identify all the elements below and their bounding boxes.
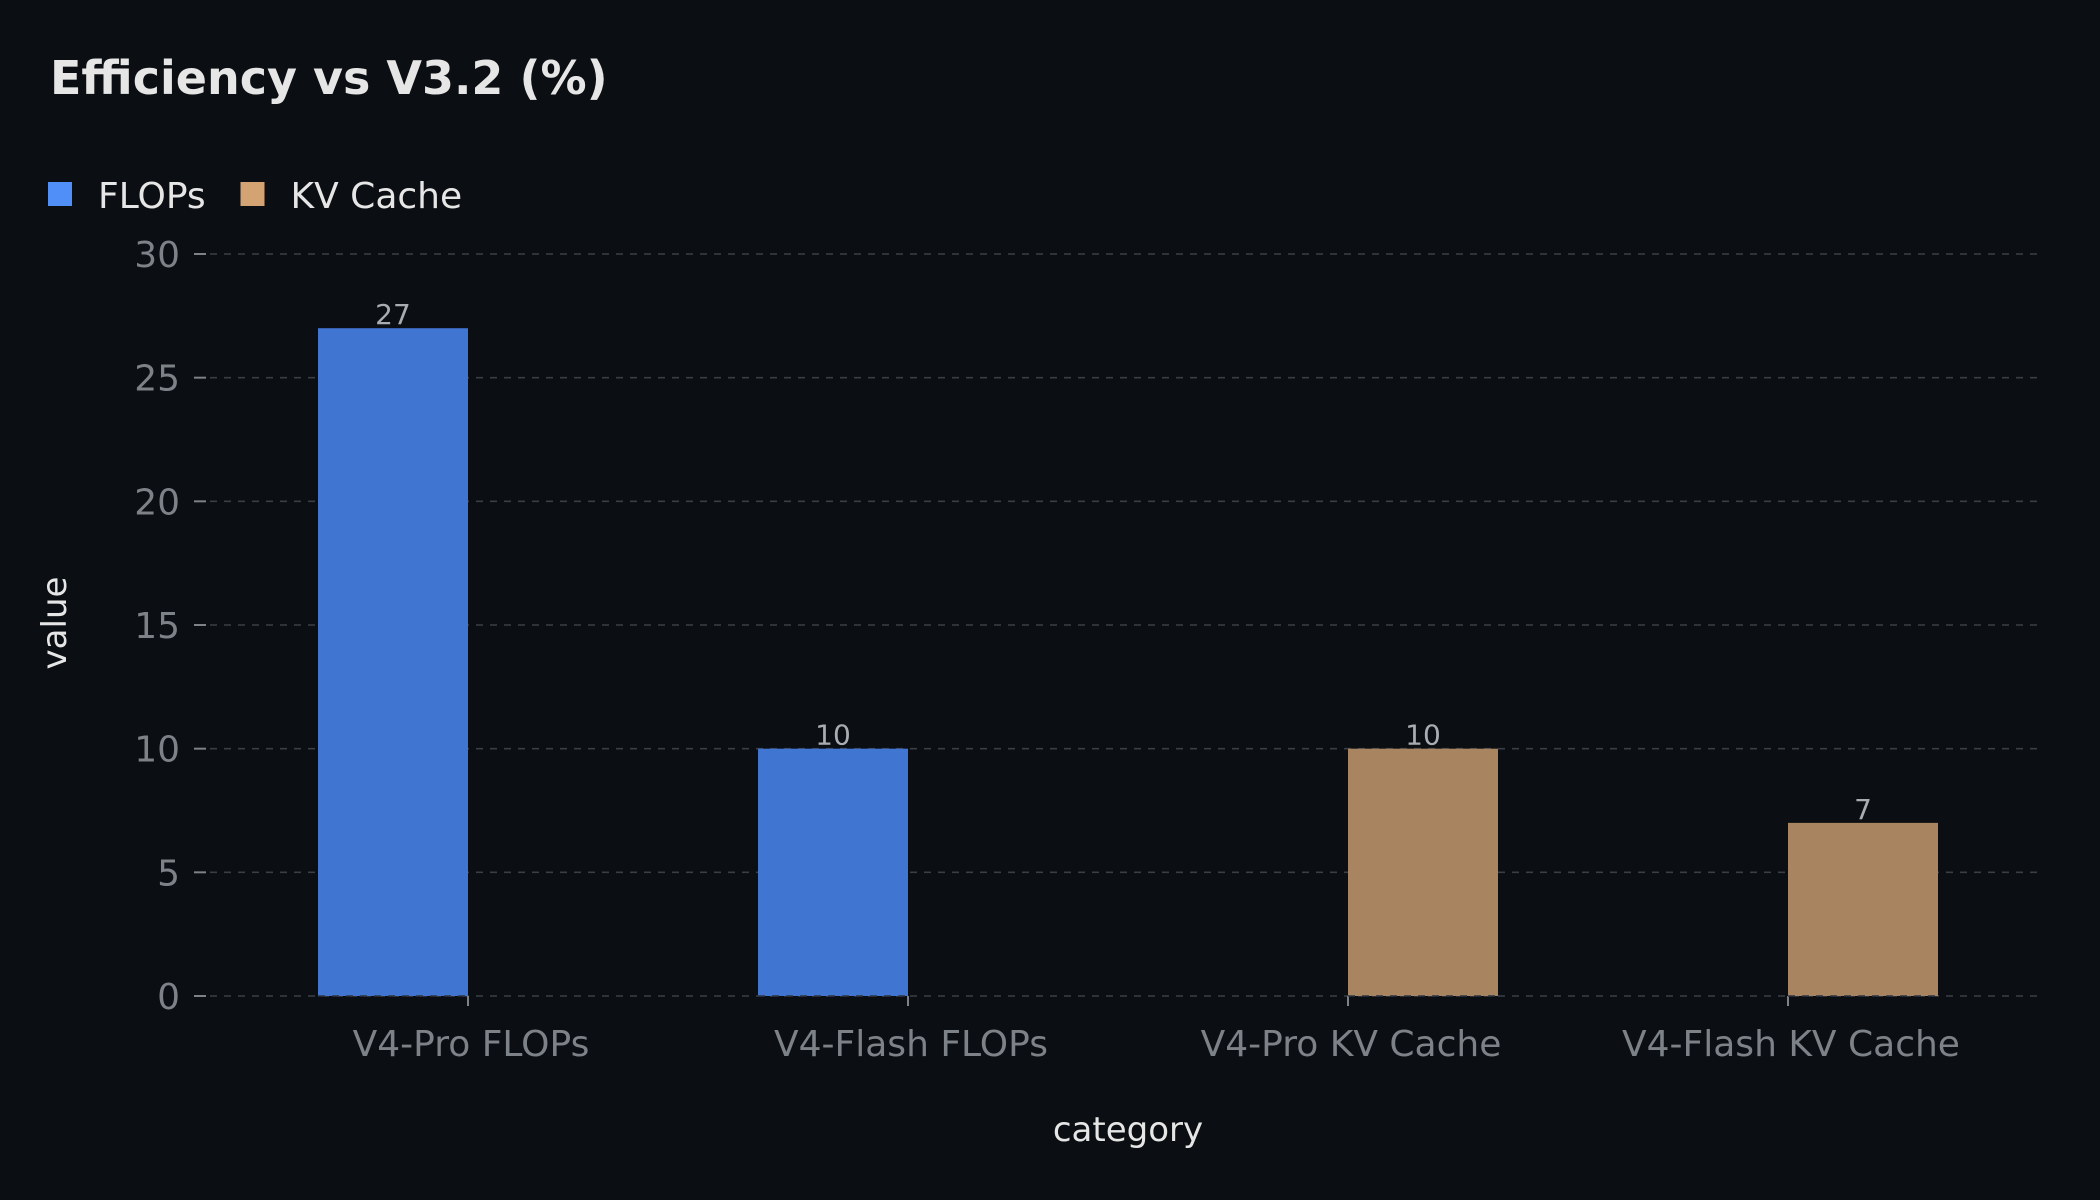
y-tick-label-6: 30 — [134, 235, 180, 276]
data-label-1-3: 7 — [1854, 793, 1872, 826]
bar-kv-cache-2 — [1348, 748, 1498, 996]
x-axis: V4-Pro FLOPs V4-Flash FLOPs V4-Pro KV Cach… — [353, 996, 1960, 1065]
legend-label-1: KV Cache — [291, 176, 463, 217]
bars — [318, 328, 1938, 997]
legend-swatch-1 — [240, 182, 265, 206]
y-axis-title: value — [35, 577, 75, 670]
data-label-0-0: 27 — [375, 298, 411, 331]
y-axis: 0 5 10 15 20 25 30 — [134, 235, 206, 1018]
gridlines — [210, 253, 2042, 997]
data-label-0-1: 10 — [815, 719, 851, 752]
x-tick-label-3: V4-Flash KV Cache — [1622, 1024, 1960, 1065]
legend: FLOPs KV Cache — [48, 176, 462, 217]
data-labels: 27 10 10 7 — [375, 298, 1872, 826]
y-tick-label-0: 0 — [157, 977, 180, 1018]
x-axis-title: category — [1053, 1110, 1203, 1150]
bar-flops-0 — [318, 328, 468, 996]
y-tick-label-1: 5 — [157, 853, 180, 894]
x-tick-label-2: V4-Pro KV Cache — [1201, 1024, 1502, 1065]
chart-title: Efficiency vs V3.2 (%) — [50, 51, 608, 105]
y-tick-label-5: 25 — [134, 359, 180, 400]
legend-swatch-0 — [48, 182, 72, 206]
y-tick-label-2: 10 — [134, 730, 180, 771]
x-tick-label-1: V4-Flash FLOPs — [774, 1024, 1048, 1065]
y-tick-label-3: 15 — [134, 606, 180, 647]
bar-kv-cache-3 — [1788, 822, 1938, 996]
x-tick-label-0: V4-Pro FLOPs — [353, 1024, 590, 1065]
data-label-1-2: 10 — [1405, 719, 1441, 752]
bar-flops-1 — [758, 748, 908, 996]
y-tick-label-4: 20 — [134, 482, 180, 523]
legend-label-0: FLOPs — [98, 176, 206, 217]
